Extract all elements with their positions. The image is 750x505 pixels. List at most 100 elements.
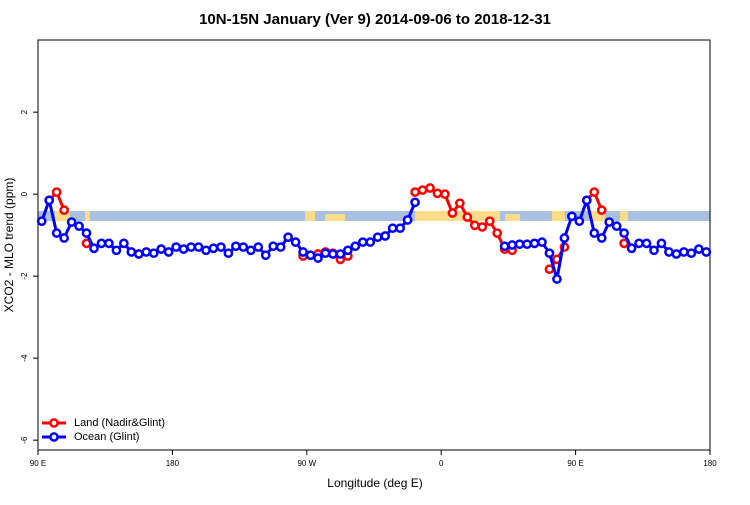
point xyxy=(44,195,55,206)
chart-title: 10N-15N January (Ver 9) 2014-09-06 to 20… xyxy=(199,11,551,28)
x-tick-label: 90 E xyxy=(30,459,46,468)
point xyxy=(178,244,189,254)
point xyxy=(432,188,443,199)
point xyxy=(186,242,196,252)
point xyxy=(171,242,181,252)
point xyxy=(641,238,652,249)
point xyxy=(589,228,600,238)
point xyxy=(410,187,420,197)
point xyxy=(686,248,697,259)
point xyxy=(574,216,585,227)
x-tick-label: 180 xyxy=(166,459,180,468)
point xyxy=(634,238,644,249)
point xyxy=(66,217,77,227)
point xyxy=(245,245,256,256)
point xyxy=(126,247,137,257)
point xyxy=(283,232,293,243)
point xyxy=(253,242,264,252)
x-axis-label: Longitude (deg E) xyxy=(327,476,422,490)
surface-strip xyxy=(38,211,710,221)
point xyxy=(611,221,622,231)
point xyxy=(275,242,286,252)
point xyxy=(357,237,368,247)
point xyxy=(514,239,525,250)
point xyxy=(649,245,659,256)
point xyxy=(455,198,465,209)
x-tick-label: 0 xyxy=(439,459,444,468)
point xyxy=(589,187,600,197)
point xyxy=(305,250,316,261)
point xyxy=(679,247,689,257)
point xyxy=(425,183,435,193)
point xyxy=(619,228,629,238)
y-tick-label: -2 xyxy=(20,272,29,280)
point xyxy=(656,238,667,249)
point xyxy=(231,241,241,252)
point xyxy=(96,238,107,249)
legend-marker xyxy=(49,418,59,428)
point xyxy=(372,232,383,243)
point xyxy=(201,245,211,256)
y-tick-label: 0 xyxy=(20,191,29,196)
point xyxy=(313,253,323,263)
point xyxy=(298,247,308,257)
point xyxy=(223,248,234,259)
point xyxy=(350,241,361,252)
point xyxy=(440,189,450,200)
point xyxy=(477,222,488,232)
point xyxy=(447,208,458,218)
point xyxy=(238,242,249,252)
point xyxy=(626,243,637,254)
point xyxy=(343,245,353,256)
point xyxy=(567,211,577,222)
x-tick-label: 180 xyxy=(703,459,717,468)
point xyxy=(596,233,607,243)
point xyxy=(581,195,592,206)
y-tick-label: -6 xyxy=(20,436,29,444)
point xyxy=(664,247,674,257)
point xyxy=(410,197,420,208)
y-tick-label: -4 xyxy=(20,354,29,362)
point xyxy=(469,220,480,231)
point xyxy=(552,274,562,284)
legend-marker xyxy=(49,432,59,442)
point xyxy=(163,247,174,257)
point xyxy=(59,205,69,215)
point xyxy=(671,249,682,259)
point xyxy=(492,228,503,238)
point xyxy=(119,238,129,249)
point xyxy=(544,248,555,259)
y-tick-label: 2 xyxy=(20,109,29,114)
point xyxy=(387,223,398,234)
point xyxy=(499,241,510,252)
point xyxy=(320,248,331,259)
x-tick-label: 90 W xyxy=(297,459,316,468)
point xyxy=(537,237,547,247)
point xyxy=(59,233,69,243)
point xyxy=(529,238,540,249)
point xyxy=(335,249,346,259)
point xyxy=(290,237,301,247)
point xyxy=(395,223,405,234)
point xyxy=(522,239,532,250)
point xyxy=(156,244,167,254)
legend-label: Land (Nadir&Glint) xyxy=(74,417,165,429)
point xyxy=(701,247,712,257)
point xyxy=(484,216,495,227)
point xyxy=(74,221,84,231)
point xyxy=(193,242,204,252)
point xyxy=(51,228,62,238)
x-tick-label: 90 E xyxy=(567,459,583,468)
point xyxy=(402,215,413,225)
point xyxy=(141,247,152,257)
point xyxy=(596,205,607,215)
plot-frame xyxy=(37,39,711,451)
point xyxy=(365,237,376,247)
point xyxy=(462,212,473,222)
point xyxy=(260,250,271,261)
point xyxy=(81,228,92,238)
point xyxy=(133,249,144,259)
point xyxy=(208,243,219,254)
